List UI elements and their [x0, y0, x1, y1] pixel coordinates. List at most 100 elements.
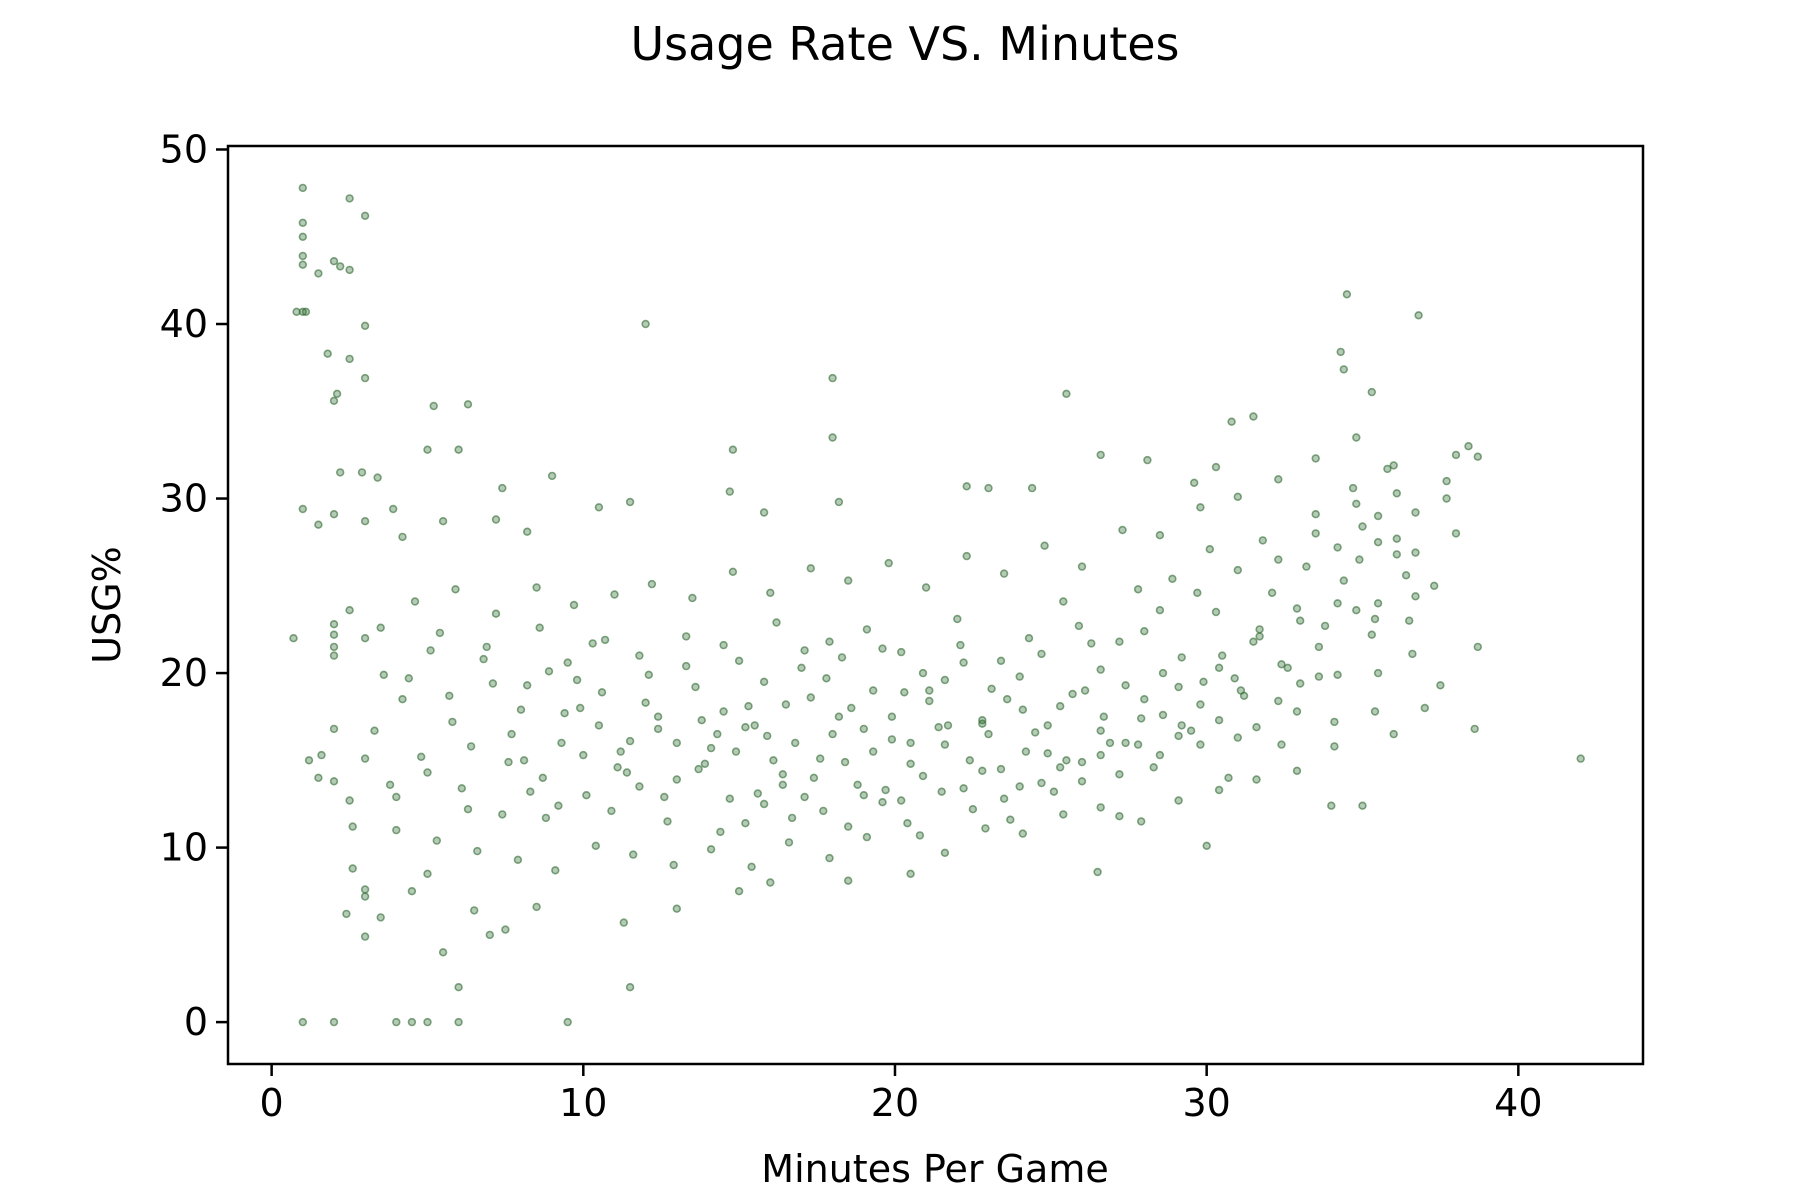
scatter-point [315, 774, 322, 781]
scatter-point [842, 759, 849, 766]
scatter-point [1079, 759, 1086, 766]
scatter-point [1044, 750, 1051, 757]
scatter-point [577, 705, 584, 712]
scatter-point [331, 652, 338, 659]
scatter-point [655, 726, 662, 733]
scatter-point [1437, 682, 1444, 689]
scatter-point [508, 731, 515, 738]
scatter-point [1269, 589, 1276, 596]
plot-area-frame [228, 146, 1643, 1064]
scatter-point [726, 488, 733, 495]
scatter-point [1453, 452, 1460, 459]
scatter-point [1116, 771, 1123, 778]
scatter-point [362, 635, 369, 642]
scatter-point [683, 663, 690, 670]
scatter-point [1368, 389, 1375, 396]
scatter-point [1294, 605, 1301, 612]
x-tick-label: 30 [1182, 1081, 1230, 1125]
scatter-point [1344, 291, 1351, 298]
scatter-point [1294, 708, 1301, 715]
scatter-point [783, 701, 790, 708]
scatter-point [720, 642, 727, 649]
scatter-point [1016, 673, 1023, 680]
scatter-point [592, 842, 599, 849]
scatter-point [970, 806, 977, 813]
scatter-point [393, 794, 400, 801]
scatter-point [617, 748, 624, 755]
scatter-point [299, 261, 306, 268]
scatter-point [907, 740, 914, 747]
scatter-point [1250, 413, 1257, 420]
scatter-point [334, 390, 341, 397]
x-axis-label: Minutes Per Game [761, 1147, 1108, 1191]
scatter-point [1253, 776, 1260, 783]
scatter-point [748, 863, 755, 870]
scatter-point [1213, 464, 1220, 471]
scatter-point [889, 736, 896, 743]
scatter-point [1094, 869, 1101, 876]
scatter-point [1178, 722, 1185, 729]
scatter-point [636, 652, 643, 659]
scatter-point [945, 722, 952, 729]
scatter-point [698, 717, 705, 724]
scatter-point [761, 678, 768, 685]
scatter-point [1234, 567, 1241, 574]
scatter-point [1415, 312, 1422, 319]
scatter-point [1001, 795, 1008, 802]
scatter-point [499, 811, 506, 818]
scatter-points [290, 185, 1584, 1026]
scatter-point [1135, 586, 1142, 593]
scatter-point [1141, 628, 1148, 635]
scatter-point [798, 664, 805, 671]
scatter-point [589, 640, 596, 647]
scatter-point [377, 914, 384, 921]
scatter-point [673, 740, 680, 747]
scatter-point [979, 767, 986, 774]
scatter-point [661, 794, 668, 801]
scatter-point [393, 1019, 400, 1026]
scatter-point [424, 1019, 431, 1026]
scatter-point [942, 849, 949, 856]
scatter-point [1353, 500, 1360, 507]
scatter-point [521, 757, 528, 764]
scatter-point [524, 682, 531, 689]
scatter-point [845, 577, 852, 584]
scatter-point [299, 253, 306, 260]
scatter-point [1312, 530, 1319, 537]
scatter-point [801, 794, 808, 801]
scatter-point [1023, 748, 1030, 755]
scatter-point [761, 801, 768, 808]
scatter-point [736, 888, 743, 895]
scatter-point [518, 706, 525, 713]
scatter-point [683, 633, 690, 640]
scatter-point [1225, 774, 1232, 781]
scatter-point [449, 719, 456, 726]
scatter-point [331, 778, 338, 785]
scatter-point [502, 926, 509, 933]
scatter-point [736, 657, 743, 664]
scatter-point [1001, 570, 1008, 577]
scatter-point [954, 616, 961, 623]
scatter-point [533, 904, 540, 911]
scatter-point [1175, 733, 1182, 740]
scatter-point [692, 684, 699, 691]
scatter-point [1051, 788, 1058, 795]
scatter-point [854, 781, 861, 788]
scatter-point [331, 726, 338, 733]
scatter-point [998, 657, 1005, 664]
scatter-point [960, 785, 967, 792]
scatter-point [1312, 455, 1319, 462]
scatter-point [362, 375, 369, 382]
scatter-point [1079, 563, 1086, 570]
scatter-point [1238, 687, 1245, 694]
scatter-point [926, 698, 933, 705]
scatter-point [418, 753, 425, 760]
scatter-point [942, 677, 949, 684]
scatter-point [904, 820, 911, 827]
scatter-point [901, 689, 908, 696]
scatter-point [1474, 453, 1481, 460]
scatter-point [649, 581, 656, 588]
scatter-point [811, 774, 818, 781]
scatter-point [359, 469, 366, 476]
